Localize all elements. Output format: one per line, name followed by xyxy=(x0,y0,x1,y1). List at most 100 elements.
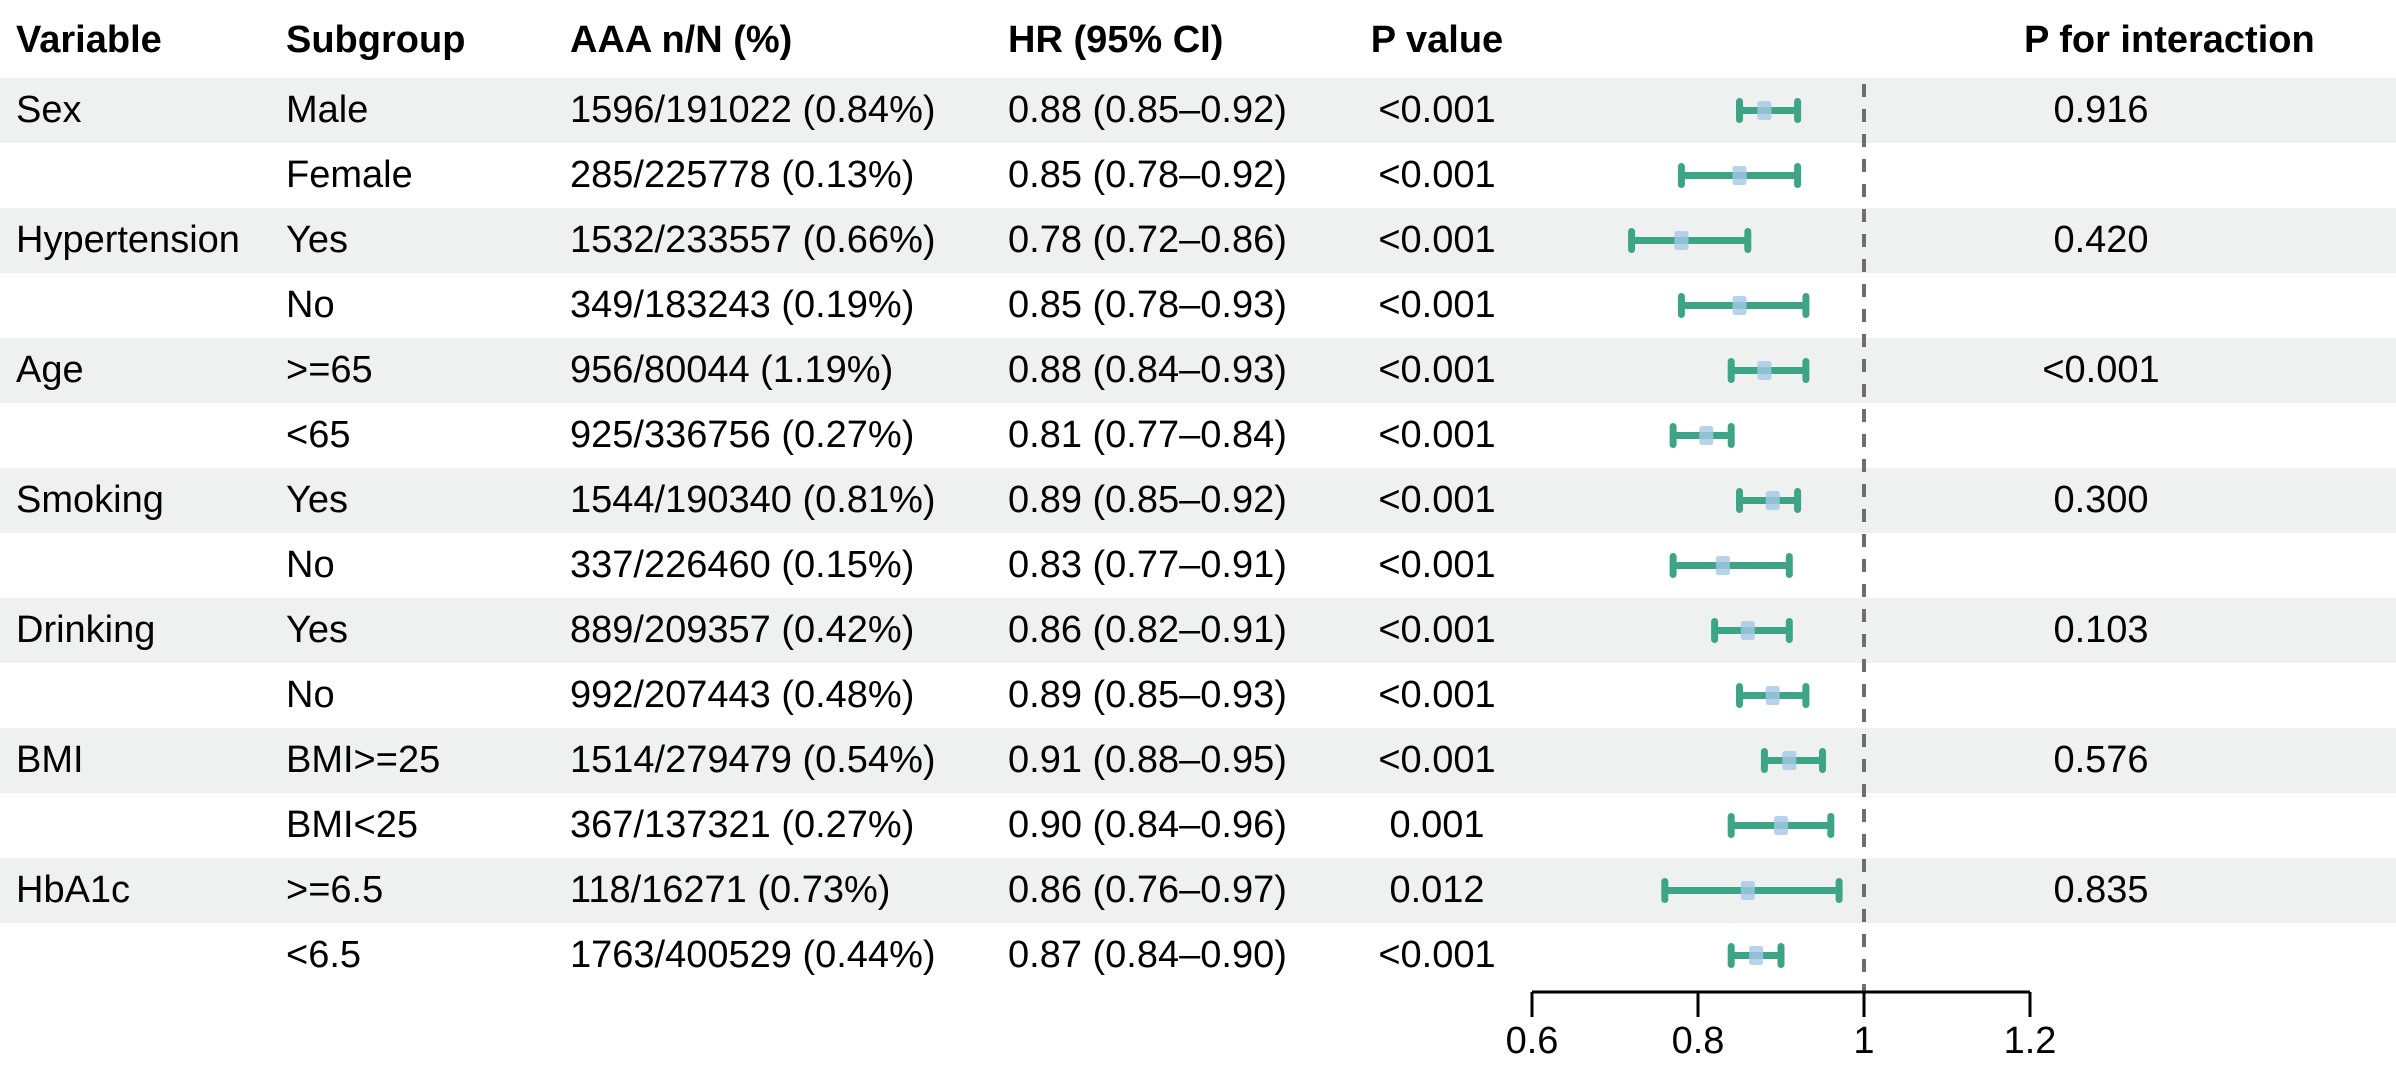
p-interaction-value: 0.420 xyxy=(2053,219,2149,261)
p-interaction-value: <0.001 xyxy=(2042,349,2160,391)
header-subgroup: Subgroup xyxy=(286,19,466,61)
variable-label: Age xyxy=(16,349,84,391)
subgroup-label: No xyxy=(286,544,335,586)
hr-ci-value: 0.85 (0.78–0.93) xyxy=(1008,284,1287,326)
table-row: Smoking Yes 1544/190340 (0.81%) 0.89 (0.… xyxy=(0,468,2396,533)
p-value: <0.001 xyxy=(1378,609,1496,651)
hr-ci-value: 0.87 (0.84–0.90) xyxy=(1008,934,1287,976)
p-value: <0.001 xyxy=(1378,349,1496,391)
subgroup-label: >=65 xyxy=(286,349,373,391)
subgroup-label: Yes xyxy=(286,479,348,521)
aaa-n-n-value: 337/226460 (0.15%) xyxy=(570,544,915,586)
table-row: BMI<25 367/137321 (0.27%) 0.90 (0.84–0.9… xyxy=(0,793,2396,858)
point-marker xyxy=(1732,296,1747,315)
subgroup-label: Female xyxy=(286,154,413,196)
hr-ci-value: 0.81 (0.77–0.84) xyxy=(1008,414,1287,456)
p-value: <0.001 xyxy=(1378,154,1496,196)
table-row: BMI BMI>=25 1514/279479 (0.54%) 0.91 (0.… xyxy=(0,728,2396,793)
aaa-n-n-value: 1532/233557 (0.66%) xyxy=(570,219,936,261)
x-axis-tick-label: 0.6 xyxy=(1506,1020,1559,1062)
point-marker xyxy=(1749,946,1764,965)
point-marker xyxy=(1765,686,1780,705)
p-interaction-value: 0.916 xyxy=(2053,89,2149,131)
table-row: Female 285/225778 (0.13%) 0.85 (0.78–0.9… xyxy=(0,143,2396,208)
variable-label: Sex xyxy=(16,89,82,131)
aaa-n-n-value: 118/16271 (0.73%) xyxy=(570,869,891,911)
point-marker xyxy=(1732,166,1747,185)
table-row: Age >=65 956/80044 (1.19%) 0.88 (0.84–0.… xyxy=(0,338,2396,403)
p-value: 0.001 xyxy=(1389,804,1485,846)
point-marker xyxy=(1774,816,1788,835)
aaa-n-n-value: 992/207443 (0.48%) xyxy=(570,674,915,716)
p-value: <0.001 xyxy=(1378,414,1496,456)
point-marker xyxy=(1674,231,1689,250)
hr-ci-value: 0.83 (0.77–0.91) xyxy=(1008,544,1287,586)
hr-ci-value: 0.88 (0.85–0.92) xyxy=(1008,89,1287,131)
point-marker xyxy=(1757,361,1772,380)
aaa-n-n-value: 1514/279479 (0.54%) xyxy=(570,739,936,781)
x-axis-tick-label: 0.8 xyxy=(1672,1020,1725,1062)
p-value: <0.001 xyxy=(1378,934,1496,976)
subgroup-label: Yes xyxy=(286,609,348,651)
subgroup-label: <6.5 xyxy=(286,934,362,976)
subgroup-label: No xyxy=(286,284,335,326)
header-variable: Variable xyxy=(16,19,162,61)
p-interaction-value: 0.835 xyxy=(2053,869,2149,911)
p-value: <0.001 xyxy=(1378,674,1496,716)
hr-ci-value: 0.89 (0.85–0.93) xyxy=(1008,674,1287,716)
variable-label: Drinking xyxy=(16,609,156,651)
header-p-interaction: P for interaction xyxy=(2024,19,2315,61)
header-p-value: P value xyxy=(1370,19,1504,61)
subgroup-label: Male xyxy=(286,89,369,131)
table-row: <65 925/336756 (0.27%) 0.81 (0.77–0.84) … xyxy=(0,403,2396,468)
subgroup-label: >=6.5 xyxy=(286,869,384,911)
subgroup-label: BMI>=25 xyxy=(286,739,441,781)
hr-ci-value: 0.85 (0.78–0.92) xyxy=(1008,154,1287,196)
table-row: No 349/183243 (0.19%) 0.85 (0.78–0.93) <… xyxy=(0,273,2396,338)
aaa-n-n-value: 889/209357 (0.42%) xyxy=(570,609,915,651)
subgroup-label: <65 xyxy=(286,414,351,456)
aaa-n-n-value: 925/336756 (0.27%) xyxy=(570,414,915,456)
p-value: <0.001 xyxy=(1378,479,1496,521)
hr-ci-value: 0.89 (0.85–0.92) xyxy=(1008,479,1287,521)
header-aaa: AAA n/N (%) xyxy=(570,19,793,61)
p-interaction-value: 0.103 xyxy=(2053,609,2149,651)
p-value: <0.001 xyxy=(1378,739,1496,781)
p-value: 0.012 xyxy=(1389,869,1485,911)
subgroup-label: No xyxy=(286,674,335,716)
hr-ci-value: 0.86 (0.82–0.91) xyxy=(1008,609,1287,651)
variable-label: Hypertension xyxy=(16,219,240,261)
point-marker xyxy=(1740,881,1755,900)
subgroup-label: BMI<25 xyxy=(286,804,419,846)
hr-ci-value: 0.88 (0.84–0.93) xyxy=(1008,349,1287,391)
variable-label: Smoking xyxy=(16,479,164,521)
p-interaction-value: 0.576 xyxy=(2053,739,2149,781)
header-hr-ci: HR (95% CI) xyxy=(1008,19,1224,61)
p-value: <0.001 xyxy=(1378,544,1496,586)
hr-ci-value: 0.86 (0.76–0.97) xyxy=(1008,869,1287,911)
variable-label: BMI xyxy=(16,739,84,781)
table-row: Drinking Yes 889/209357 (0.42%) 0.86 (0.… xyxy=(0,598,2396,663)
point-marker xyxy=(1740,621,1755,640)
point-marker xyxy=(1699,426,1714,445)
aaa-n-n-value: 349/183243 (0.19%) xyxy=(570,284,915,326)
table-row: No 992/207443 (0.48%) 0.89 (0.85–0.93) <… xyxy=(0,663,2396,728)
aaa-n-n-value: 367/137321 (0.27%) xyxy=(570,804,915,846)
table-row: No 337/226460 (0.15%) 0.83 (0.77–0.91) <… xyxy=(0,533,2396,598)
point-marker xyxy=(1757,101,1772,120)
point-marker xyxy=(1782,751,1797,770)
hr-ci-value: 0.91 (0.88–0.95) xyxy=(1008,739,1287,781)
aaa-n-n-value: 285/225778 (0.13%) xyxy=(570,154,915,196)
table-row: Hypertension Yes 1532/233557 (0.66%) 0.7… xyxy=(0,208,2396,273)
table-row: <6.5 1763/400529 (0.44%) 0.87 (0.84–0.90… xyxy=(0,923,2396,988)
p-interaction-value: 0.300 xyxy=(2053,479,2149,521)
subgroup-label: Yes xyxy=(286,219,348,261)
point-marker xyxy=(1715,556,1730,575)
table-row: HbA1c >=6.5 118/16271 (0.73%) 0.86 (0.76… xyxy=(0,858,2396,923)
table-row: Sex Male 1596/191022 (0.84%) 0.88 (0.85–… xyxy=(0,78,2396,143)
hr-ci-value: 0.90 (0.84–0.96) xyxy=(1008,804,1287,846)
aaa-n-n-value: 1763/400529 (0.44%) xyxy=(570,934,936,976)
aaa-n-n-value: 1544/190340 (0.81%) xyxy=(570,479,936,521)
